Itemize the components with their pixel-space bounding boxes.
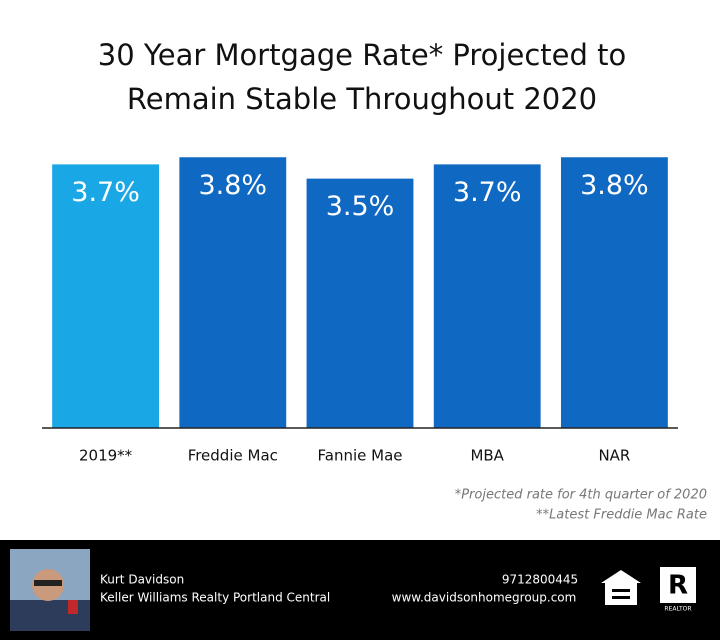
- phone: 9712800445: [502, 573, 578, 587]
- bar: [179, 157, 287, 428]
- bar: [306, 178, 414, 428]
- bar: [52, 164, 160, 428]
- realtor-logo: R: [660, 567, 696, 603]
- value-label: 3.5%: [326, 191, 395, 222]
- chart-title: Remain Stable Throughout 2020: [127, 82, 597, 116]
- value-label: 3.7%: [453, 177, 522, 208]
- value-label: 3.8%: [198, 170, 267, 201]
- equal-housing-logo: [601, 570, 641, 605]
- x-tick-label: Freddie Mac: [188, 447, 278, 465]
- agent-name: Kurt Davidson: [100, 573, 184, 587]
- footer-background: [0, 540, 720, 640]
- x-tick-label: 2019**: [79, 447, 133, 465]
- agent-company: Keller Williams Realty Portland Central: [100, 591, 330, 605]
- x-tick-label: MBA: [470, 447, 504, 465]
- footnote: **Latest Freddie Mac Rate: [536, 508, 707, 523]
- x-tick-label: Fannie Mae: [318, 447, 403, 465]
- chart-title: 30 Year Mortgage Rate* Projected to: [98, 38, 626, 72]
- bar: [560, 157, 668, 428]
- value-label: 3.7%: [71, 177, 140, 208]
- realtor-text: REALTOR: [664, 606, 691, 613]
- website: www.davidsonhomegroup.com: [392, 591, 577, 605]
- svg-text:R: R: [668, 571, 688, 601]
- x-tick-label: NAR: [598, 447, 630, 465]
- footnote: *Projected rate for 4th quarter of 2020: [455, 488, 707, 503]
- bar: [433, 164, 541, 428]
- agent-photo: [10, 549, 90, 631]
- value-label: 3.8%: [580, 170, 649, 201]
